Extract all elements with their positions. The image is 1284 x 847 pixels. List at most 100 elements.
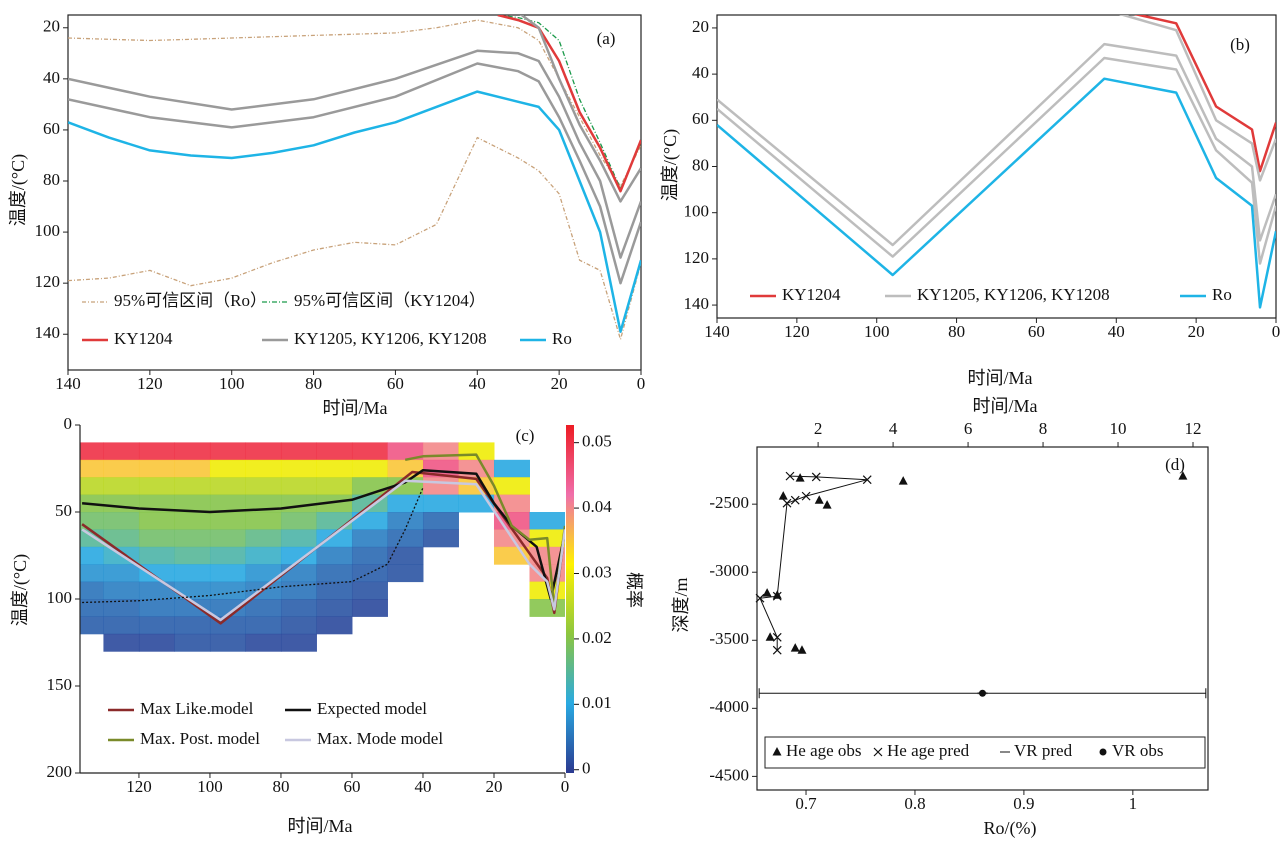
x-tick-label: 0.8: [904, 794, 925, 813]
point: [772, 645, 782, 655]
heat-cell: [174, 616, 211, 635]
heat-cell: [351, 459, 388, 478]
x-tick-label: 0.7: [795, 794, 817, 813]
heat-cell: [351, 477, 388, 496]
heat-cell: [316, 546, 353, 565]
heat-cell: [387, 599, 423, 617]
legend-marker: [873, 747, 883, 757]
x-tick-label: 1: [1129, 794, 1138, 813]
heat-cell: [209, 546, 246, 565]
heat-cell: [494, 442, 530, 460]
y-tick-label: 120: [35, 272, 61, 291]
y-tick-label: -3500: [709, 629, 749, 648]
colorbar-tick-label: 0.02: [582, 628, 612, 647]
point: [797, 645, 807, 654]
heat-cell: [280, 529, 317, 548]
legend-label: KY1205, KY1206, KY1208: [294, 329, 487, 348]
panel-title: (b): [1230, 35, 1250, 54]
x-axis-label: 时间/Ma: [968, 368, 1033, 388]
heat-cell: [174, 546, 211, 565]
x-tick-label: 120: [784, 322, 810, 341]
heat-cell: [493, 477, 530, 496]
heat-cell: [316, 529, 353, 548]
series-line: [68, 62, 641, 285]
point: [862, 475, 872, 485]
x-axis-label: Ro/(%): [984, 818, 1037, 839]
heat-cell: [529, 495, 565, 513]
y-tick-label: 0: [64, 414, 73, 433]
heat-cell: [245, 512, 282, 530]
heat-cell: [529, 460, 565, 478]
y-tick-label: -4000: [709, 697, 749, 716]
heat-cell: [280, 616, 317, 635]
heat-cell: [529, 599, 565, 617]
heat-cell: [352, 616, 388, 634]
heat-cell: [174, 633, 211, 652]
pred-line: [759, 475, 868, 651]
legend-label: Max. Mode model: [317, 729, 443, 748]
series-line: [68, 49, 641, 259]
heat-cell: [103, 494, 140, 513]
heat-cell: [316, 494, 353, 513]
heat-cell: [529, 477, 565, 495]
heat-cell: [245, 477, 282, 496]
legend-label: Max Like.model: [140, 699, 254, 718]
heat-cell: [245, 616, 282, 635]
heat-cell: [316, 512, 353, 530]
heat-cell: [174, 581, 211, 600]
heat-cell: [245, 564, 282, 583]
y-tick-label: 140: [35, 323, 61, 342]
series-line: [717, 42, 1276, 247]
x-tick-label: 60: [343, 777, 360, 796]
heat-cell: [138, 633, 175, 652]
heat-cell: [351, 599, 388, 617]
point: [778, 491, 788, 500]
heat-cell: [245, 633, 282, 652]
colorbar-tick-label: 0: [582, 759, 591, 778]
heat-cell: [423, 651, 459, 669]
x2-tick-label: 8: [1039, 419, 1048, 438]
x-tick-label: 20: [1188, 322, 1205, 341]
series-line: [519, 15, 641, 203]
heat-cell: [103, 442, 140, 461]
heat-cell: [209, 477, 246, 496]
point: [785, 471, 795, 481]
heat-cell: [494, 634, 530, 652]
series-line: [81, 479, 565, 622]
x2-axis-label: 时间/Ma: [973, 396, 1038, 416]
heat-cell: [387, 494, 424, 513]
x-tick-label: 100: [864, 322, 890, 341]
heat-cell: [458, 547, 494, 565]
heat-cell: [280, 442, 317, 461]
y-tick-label: 100: [35, 221, 61, 240]
legend-label: KY1204: [114, 329, 173, 348]
heat-cell: [209, 599, 246, 617]
heat-cell: [529, 512, 565, 530]
x-tick-label: 0.9: [1013, 794, 1034, 813]
colorbar-tick-label: 0.03: [582, 562, 612, 581]
heat-cell: [387, 616, 423, 634]
series-line: [81, 468, 565, 601]
heat-cell: [209, 529, 246, 548]
x-tick-label: 0: [637, 374, 646, 393]
x-tick-label: 120: [126, 777, 152, 796]
heat-cell: [138, 529, 175, 548]
y-tick-label: 40: [692, 63, 709, 82]
legend-box: [764, 736, 1206, 769]
heat-cell: [80, 442, 104, 461]
heat-cell: [245, 459, 282, 478]
y-axis-label: 深度/m: [671, 577, 691, 632]
heat-cell: [209, 581, 246, 600]
point: [898, 476, 908, 485]
point: [801, 491, 811, 501]
heat-cell: [138, 564, 175, 583]
heat-cell: [387, 442, 424, 461]
heat-cell: [529, 634, 565, 652]
heat-cell: [138, 616, 175, 635]
series-line: [1133, 15, 1276, 173]
y-tick-label: -3000: [709, 561, 749, 580]
x2-tick-label: 12: [1185, 419, 1202, 438]
heat-cell: [80, 529, 104, 548]
y-tick-label: 140: [684, 294, 710, 313]
